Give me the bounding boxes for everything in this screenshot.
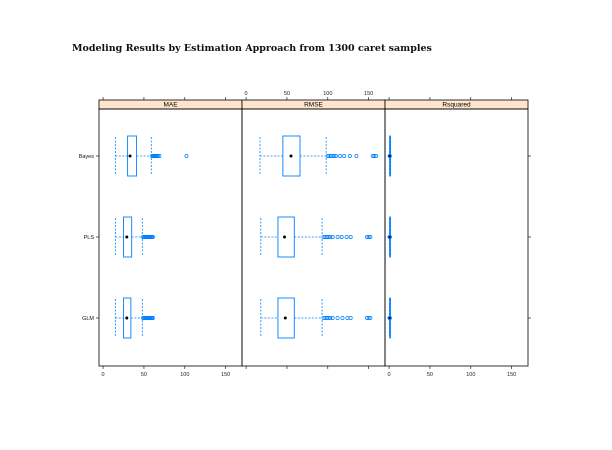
outlier-point bbox=[339, 235, 344, 239]
bottom-tick-label: 150 bbox=[507, 372, 516, 378]
category-label-pls: PLS bbox=[84, 235, 95, 241]
strip-label-mae: MAE bbox=[163, 102, 178, 109]
boxplot-rsquared-bayes bbox=[387, 135, 392, 177]
outlier-point bbox=[326, 235, 331, 239]
boxplot-mae-glm bbox=[114, 297, 155, 339]
outlier-point bbox=[354, 154, 359, 158]
outlier-point bbox=[372, 154, 377, 158]
outlier-point bbox=[330, 316, 335, 320]
outlier-point bbox=[155, 154, 160, 158]
outlier-point bbox=[345, 316, 350, 320]
outlier-point bbox=[332, 154, 337, 158]
iqr-box bbox=[277, 297, 295, 339]
outlier-point bbox=[338, 154, 343, 158]
outlier-point bbox=[387, 154, 392, 158]
panel-frame-rsquared bbox=[384, 108, 529, 367]
boxplot-rsquared-glm bbox=[387, 297, 392, 339]
outlier-point bbox=[335, 235, 340, 239]
iqr-box bbox=[127, 135, 138, 177]
outlier-point bbox=[368, 316, 373, 320]
median-dot bbox=[128, 154, 132, 158]
bottom-tick-label: 0 bbox=[388, 372, 391, 378]
outlier-point bbox=[348, 316, 353, 320]
outlier-point bbox=[347, 154, 352, 158]
outlier-point bbox=[184, 154, 189, 158]
outlier-point bbox=[340, 316, 345, 320]
panel-rmse: RMSE 0 50 100 150 bbox=[241, 91, 386, 369]
outlier-point bbox=[387, 235, 392, 239]
iqr-box bbox=[282, 135, 301, 177]
median-dot bbox=[388, 235, 392, 239]
bottom-tick-label: 100 bbox=[466, 372, 475, 378]
median-dot bbox=[289, 154, 293, 158]
bottom-tick-label: 50 bbox=[427, 372, 433, 378]
median-dot bbox=[125, 316, 129, 320]
outlier-point bbox=[374, 154, 378, 158]
panel-frame-mae bbox=[98, 108, 243, 367]
iqr-box bbox=[123, 297, 132, 339]
bottom-tick-label: 0 bbox=[102, 372, 105, 378]
median-dot bbox=[388, 316, 392, 320]
median-dot bbox=[388, 154, 392, 158]
median-dot bbox=[282, 235, 286, 239]
strip-label-rsquared: Rsquared bbox=[442, 102, 471, 109]
boxplot-mae-pls bbox=[114, 216, 155, 258]
outlier-point bbox=[344, 235, 349, 239]
bottom-tick-label: 150 bbox=[221, 372, 230, 378]
top-tick-label: 150 bbox=[364, 91, 373, 97]
outlier-point bbox=[348, 235, 353, 239]
panel-rsquared: Rsquared 0 50 100 150 bbox=[384, 97, 531, 378]
boxplot-mae-bayes bbox=[114, 135, 189, 177]
boxplot-rmse-pls bbox=[260, 216, 373, 258]
strip-label-rmse: RMSE bbox=[304, 102, 323, 109]
outlier-point bbox=[368, 235, 373, 239]
outlier-point bbox=[335, 316, 340, 320]
bottom-tick-label: 50 bbox=[141, 372, 147, 378]
boxplot-rsquared-pls bbox=[387, 216, 392, 258]
outlier-point bbox=[387, 316, 392, 320]
category-label-glm: GLM bbox=[82, 316, 94, 322]
outlier-point bbox=[334, 154, 338, 158]
boxplot-rmse-bayes bbox=[259, 135, 378, 177]
top-tick-label: 100 bbox=[323, 91, 332, 97]
category-label-bayes: Bayes bbox=[79, 154, 95, 160]
outlier-point bbox=[342, 154, 347, 158]
figure-title: Modeling Results by Estimation Approach … bbox=[72, 43, 432, 54]
panel-frame-rmse bbox=[241, 108, 386, 367]
median-dot bbox=[283, 316, 287, 320]
outlier-point bbox=[150, 316, 155, 320]
outlier-point bbox=[328, 316, 333, 320]
outlier-point bbox=[326, 316, 331, 320]
outlier-point bbox=[366, 316, 371, 320]
outlier-point bbox=[366, 235, 371, 239]
median-dot bbox=[125, 235, 129, 239]
top-tick-label: 50 bbox=[284, 91, 290, 97]
boxplot-rmse-glm bbox=[260, 297, 373, 339]
outlier-point bbox=[330, 235, 335, 239]
iqr-box bbox=[277, 216, 295, 258]
panel-mae: MAE 0 50 100 150 Bayes PLS GLM bbox=[79, 97, 243, 378]
iqr-box bbox=[123, 216, 133, 258]
top-tick-label: 0 bbox=[245, 91, 248, 97]
outlier-point bbox=[157, 154, 162, 158]
bottom-tick-label: 100 bbox=[180, 372, 189, 378]
outlier-point bbox=[150, 235, 155, 239]
outlier-point bbox=[328, 235, 333, 239]
